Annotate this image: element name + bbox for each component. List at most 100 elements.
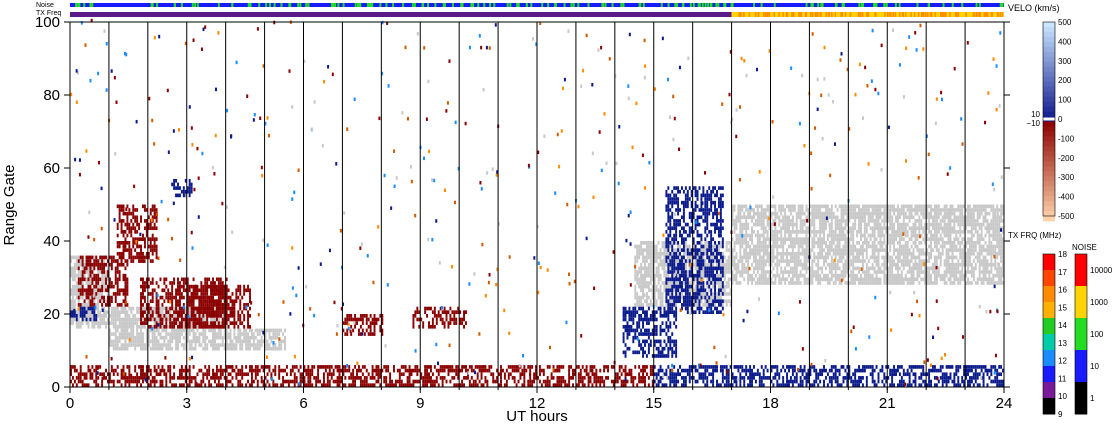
scatter-cell xyxy=(898,259,901,263)
scatter-cell xyxy=(784,208,787,212)
scatter-cell xyxy=(83,299,86,304)
scatter-cell xyxy=(256,346,259,351)
scatter-cell xyxy=(184,324,187,329)
scatter-cell xyxy=(858,208,861,212)
scatter-cell xyxy=(896,241,899,245)
scatter-cell xyxy=(906,204,909,209)
scatter-cell xyxy=(180,314,183,318)
noise-bar-segment xyxy=(862,3,865,7)
scatter-cell xyxy=(70,292,72,296)
scatter-cell xyxy=(930,241,933,245)
scatter-cell xyxy=(826,248,829,252)
scatter-cell xyxy=(863,273,866,278)
scatter-cell xyxy=(151,343,154,347)
scatter-cell xyxy=(836,277,839,282)
scatter-cell xyxy=(821,241,824,245)
noise-bar-segment xyxy=(570,3,573,7)
scatter-cell xyxy=(266,339,269,344)
scatter-cell xyxy=(795,270,798,274)
scatter-cell xyxy=(1002,208,1004,212)
scatter-cell xyxy=(924,241,927,245)
scatter-cell xyxy=(784,237,787,241)
scatter-cell xyxy=(795,219,798,223)
scatter-cell xyxy=(998,230,1001,234)
scatter-cell xyxy=(817,281,820,285)
scatter-cell xyxy=(87,299,90,304)
scatter-cell xyxy=(949,222,952,227)
scatter-cell xyxy=(116,306,119,311)
scatter-cell xyxy=(642,248,645,252)
scatter-cell xyxy=(739,237,742,241)
scatter-cell xyxy=(795,262,798,267)
scatter-cell xyxy=(990,270,993,274)
scatter-cell xyxy=(745,215,748,220)
scatter-cell xyxy=(196,310,199,314)
scatter-cell xyxy=(823,226,825,231)
scatter-cell xyxy=(972,222,975,227)
scatter-cell xyxy=(143,317,146,322)
scatter-cell xyxy=(990,219,993,223)
scatter-cell xyxy=(912,222,915,227)
scatter-cell xyxy=(120,343,123,347)
noise-bar-segment xyxy=(547,3,550,7)
scatter-cell xyxy=(914,262,917,267)
scatter-cell xyxy=(247,335,250,340)
scatter-cell xyxy=(877,211,880,216)
scatter-cell xyxy=(89,273,92,278)
scatter-cell xyxy=(741,259,744,263)
scatter-cell xyxy=(764,251,767,256)
scatter-cell xyxy=(937,273,940,278)
scatter-cell xyxy=(647,288,650,293)
scatter-cell xyxy=(871,255,874,260)
scatter-cell xyxy=(663,273,666,278)
txfreq-bar-tick xyxy=(944,12,946,17)
scatter-cell xyxy=(132,314,135,318)
scatter-cell xyxy=(852,237,855,241)
scatter-cell xyxy=(188,332,191,336)
scatter-cell xyxy=(663,266,666,271)
scatter-cell xyxy=(865,237,868,241)
scatter-cell xyxy=(99,317,102,322)
scatter-cell xyxy=(79,288,82,293)
scatter-cell xyxy=(861,211,864,216)
scatter-cell xyxy=(846,251,849,256)
scatter-cell xyxy=(651,248,654,252)
scatter-cell xyxy=(978,215,981,220)
scatter-cell xyxy=(898,215,901,220)
scatter-cell xyxy=(994,211,997,216)
scatter-cell xyxy=(793,281,796,285)
scatter-cell xyxy=(758,244,761,249)
scatter-cell xyxy=(968,237,971,241)
scatter-cell xyxy=(895,230,897,234)
scatter-cell xyxy=(865,281,868,285)
scatter-cell xyxy=(640,295,643,300)
scatter-cell xyxy=(153,288,156,293)
scatter-cell xyxy=(824,211,827,216)
scatter-cell xyxy=(848,241,851,245)
scatter-region-negative xyxy=(116,204,158,263)
scatter-cell xyxy=(184,310,187,314)
scatter-cell xyxy=(772,281,775,285)
scatter-cell xyxy=(163,314,166,318)
scatter-cell xyxy=(212,328,214,333)
scatter-cell xyxy=(126,317,129,322)
scatter-cell xyxy=(95,321,98,325)
scatter-cell xyxy=(717,244,720,249)
scatter-cell xyxy=(188,284,191,289)
scatter-cell xyxy=(752,208,755,212)
scatter-cell xyxy=(692,281,695,285)
scatter-cell xyxy=(134,215,137,220)
scatter-cell xyxy=(141,321,144,325)
scatter-cell xyxy=(766,244,769,249)
scatter-cell xyxy=(904,273,907,278)
scatter-cell xyxy=(830,211,833,216)
scatter-cell xyxy=(202,339,205,344)
scatter-cell xyxy=(167,346,170,351)
noise-bar-segment xyxy=(975,3,978,7)
noise-bar-segment xyxy=(265,3,268,7)
scatter-cell xyxy=(900,226,903,231)
noise-bar-segment xyxy=(83,3,86,7)
scatter-cell xyxy=(830,204,833,209)
scatter-cell xyxy=(645,266,648,271)
scatter-cell xyxy=(920,219,923,223)
